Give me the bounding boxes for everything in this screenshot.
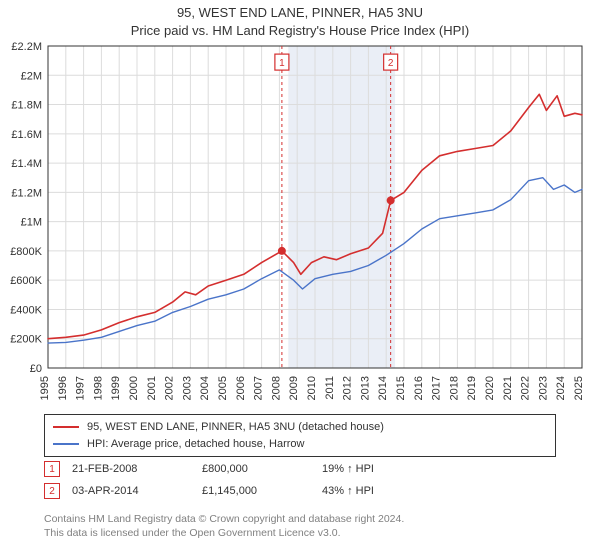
svg-text:2012: 2012	[342, 376, 354, 400]
legend-row: HPI: Average price, detached house, Harr…	[53, 436, 547, 453]
svg-text:1: 1	[279, 58, 285, 69]
svg-text:£1.8M: £1.8M	[11, 100, 42, 112]
svg-text:1997: 1997	[75, 376, 87, 400]
svg-text:£0: £0	[30, 363, 42, 375]
sales-table: 1 21-FEB-2008 £800,000 19% ↑ HPI 2 03-AP…	[44, 458, 556, 502]
svg-text:1996: 1996	[57, 376, 69, 400]
legend: 95, WEST END LANE, PINNER, HA5 3NU (deta…	[44, 414, 556, 457]
svg-text:2014: 2014	[377, 376, 389, 400]
svg-text:2025: 2025	[573, 376, 585, 400]
svg-text:2018: 2018	[448, 376, 460, 400]
svg-text:2023: 2023	[537, 376, 549, 400]
svg-text:2000: 2000	[128, 376, 140, 400]
svg-text:1995: 1995	[39, 376, 51, 400]
svg-text:2022: 2022	[520, 376, 532, 400]
svg-text:2015: 2015	[395, 376, 407, 400]
svg-text:2008: 2008	[270, 376, 282, 400]
title-line-2: Price paid vs. HM Land Registry's House …	[0, 22, 600, 40]
sale-date: 03-APR-2014	[72, 485, 202, 497]
sale-price: £1,145,000	[202, 485, 322, 497]
svg-text:£1.2M: £1.2M	[11, 187, 42, 199]
svg-text:2017: 2017	[431, 376, 443, 400]
svg-text:2010: 2010	[306, 376, 318, 400]
chart-title: 95, WEST END LANE, PINNER, HA5 3NU Price…	[0, 0, 600, 39]
svg-text:1999: 1999	[110, 376, 122, 400]
svg-text:2005: 2005	[217, 376, 229, 400]
svg-text:2013: 2013	[359, 376, 371, 400]
svg-text:£1M: £1M	[21, 217, 42, 229]
legend-row: 95, WEST END LANE, PINNER, HA5 3NU (deta…	[53, 419, 547, 436]
chart-area: £0 £200K £400K £600K £800K £1M £1.2M £1.4M £1.6M…	[0, 40, 600, 410]
svg-text:£400K: £400K	[10, 304, 42, 316]
legend-label: 95, WEST END LANE, PINNER, HA5 3NU (deta…	[87, 419, 384, 436]
legend-swatch	[53, 443, 79, 445]
line-chart-svg: £0 £200K £400K £600K £800K £1M £1.2M £1.4M £1.6M…	[0, 40, 600, 410]
sale-row: 2 03-APR-2014 £1,145,000 43% ↑ HPI	[44, 480, 556, 502]
sale-delta: 19% ↑ HPI	[322, 463, 472, 475]
svg-text:2: 2	[388, 58, 394, 69]
svg-text:2024: 2024	[555, 376, 567, 400]
svg-text:£600K: £600K	[10, 275, 42, 287]
svg-text:2001: 2001	[146, 376, 158, 400]
svg-text:2004: 2004	[199, 376, 211, 400]
sale-badge: 2	[44, 483, 60, 499]
svg-text:2019: 2019	[466, 376, 478, 400]
svg-text:2002: 2002	[164, 376, 176, 400]
sale-price: £800,000	[202, 463, 322, 475]
footnote-line-1: Contains HM Land Registry data © Crown c…	[44, 512, 556, 526]
legend-label: HPI: Average price, detached house, Harr…	[87, 436, 304, 453]
svg-text:£800K: £800K	[10, 246, 42, 258]
svg-text:2011: 2011	[324, 376, 336, 400]
svg-text:2007: 2007	[253, 376, 265, 400]
svg-text:£1.6M: £1.6M	[11, 129, 42, 141]
svg-text:£200K: £200K	[10, 334, 42, 346]
sale-delta: 43% ↑ HPI	[322, 485, 472, 497]
svg-text:2021: 2021	[502, 376, 514, 400]
svg-text:2003: 2003	[181, 376, 193, 400]
legend-swatch	[53, 426, 79, 428]
title-line-1: 95, WEST END LANE, PINNER, HA5 3NU	[0, 4, 600, 22]
footnote: Contains HM Land Registry data © Crown c…	[44, 512, 556, 540]
svg-text:2016: 2016	[413, 376, 425, 400]
svg-text:£2.2M: £2.2M	[11, 41, 42, 53]
sale-date: 21-FEB-2008	[72, 463, 202, 475]
svg-text:£2M: £2M	[21, 70, 42, 82]
footnote-line-2: This data is licensed under the Open Gov…	[44, 526, 556, 540]
sale-row: 1 21-FEB-2008 £800,000 19% ↑ HPI	[44, 458, 556, 480]
svg-text:£1.4M: £1.4M	[11, 158, 42, 170]
chart-frame: 95, WEST END LANE, PINNER, HA5 3NU Price…	[0, 0, 600, 560]
svg-text:2020: 2020	[484, 376, 496, 400]
sale-badge: 1	[44, 461, 60, 477]
svg-text:2006: 2006	[235, 376, 247, 400]
svg-text:2009: 2009	[288, 376, 300, 400]
svg-text:1998: 1998	[92, 376, 104, 400]
